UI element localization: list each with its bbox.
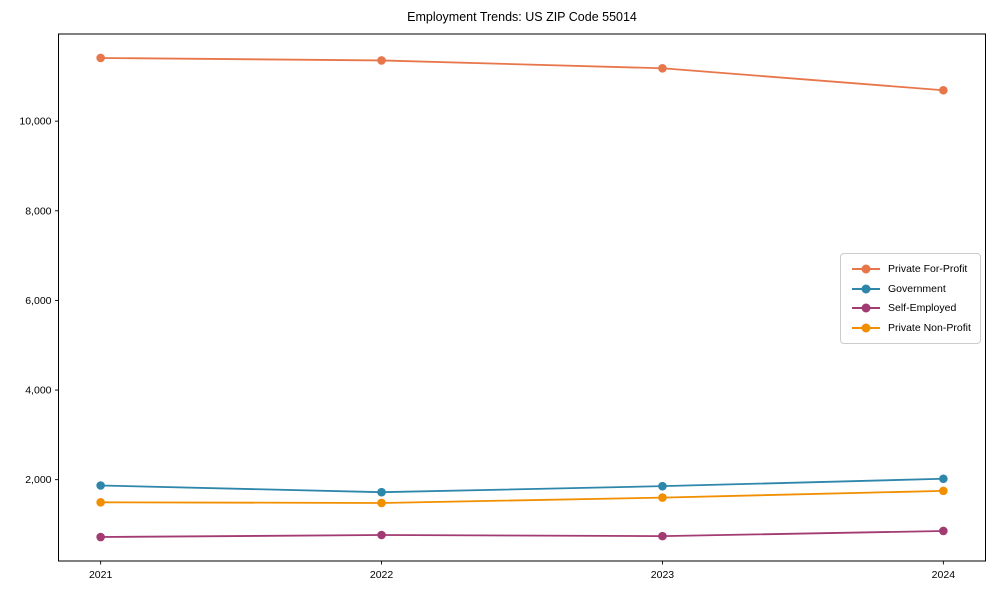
x-tick-label: 2022 [370, 569, 394, 581]
legend-label: Government [888, 282, 946, 295]
data-point-private-for-profit [658, 63, 667, 73]
data-point-self-employed [96, 532, 105, 542]
legend-label: Private Non-Profit [888, 322, 971, 335]
data-point-private-non-profit [939, 486, 948, 496]
legend-item-self-employed: Self-Employed [845, 302, 976, 314]
data-point-private-for-profit [96, 53, 105, 63]
legend: Private For-Profit Government Self-Employe… [840, 253, 981, 344]
series-line-self-employed [99, 530, 945, 538]
data-point-government [939, 474, 948, 484]
legend-marker-line [852, 323, 880, 333]
legend-label: Private For-Profit [888, 262, 968, 275]
legend-item-government: Government [845, 283, 976, 295]
y-tick-label: 8,000 [25, 205, 51, 217]
data-point-self-employed [377, 530, 386, 540]
legend-item-private-non-profit: Private Non-Profit [845, 322, 976, 334]
data-point-private-non-profit [96, 497, 105, 507]
legend-marker-line [852, 303, 880, 313]
y-tick-label: 6,000 [25, 295, 51, 307]
data-point-private-for-profit [377, 56, 386, 65]
legend-marker-line [852, 264, 880, 274]
x-tick-label: 2021 [89, 569, 113, 581]
axes-frame [58, 33, 986, 562]
data-point-private-for-profit [939, 85, 948, 95]
legend-marker-dot [861, 323, 871, 333]
y-tick-label: 10,000 [19, 116, 51, 128]
chart-title: Employment Trends: US ZIP Code 55014 [407, 10, 637, 24]
y-tick-label: 4,000 [25, 385, 51, 397]
x-tick-label: 2024 [932, 569, 956, 581]
legend-marker-dot [861, 284, 871, 294]
data-point-government [377, 487, 386, 497]
data-point-private-non-profit [377, 498, 386, 508]
legend-marker-dot [861, 264, 871, 274]
data-point-self-employed [658, 531, 667, 541]
legend-label: Self-Employed [888, 302, 957, 315]
series-line-government [99, 477, 945, 494]
x-tick-label: 2023 [651, 569, 675, 581]
y-tick-label: 2,000 [25, 474, 51, 486]
data-point-government [96, 481, 105, 490]
series-line-private-for-profit [99, 57, 945, 92]
series-line-private-non-profit [99, 489, 945, 504]
data-point-private-non-profit [658, 493, 667, 502]
legend-marker-line [852, 284, 880, 294]
data-point-government [658, 481, 667, 491]
data-point-self-employed [939, 526, 948, 536]
legend-item-private-for-profit: Private For-Profit [845, 263, 976, 275]
legend-marker-dot [861, 303, 871, 313]
